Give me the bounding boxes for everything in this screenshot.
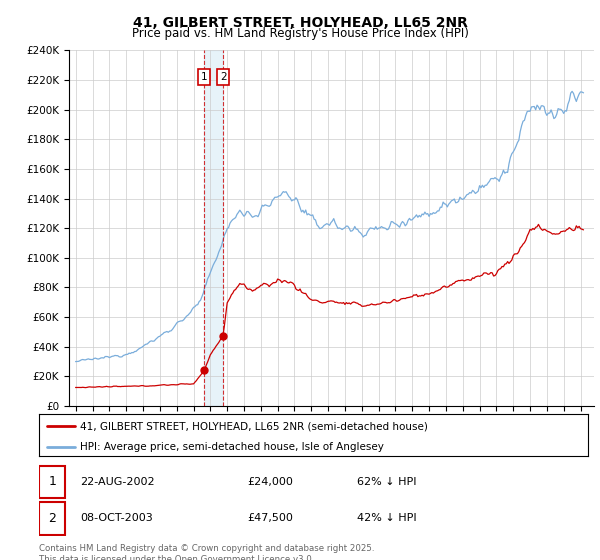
Text: 1: 1: [48, 475, 56, 488]
FancyBboxPatch shape: [39, 502, 65, 535]
Text: HPI: Average price, semi-detached house, Isle of Anglesey: HPI: Average price, semi-detached house,…: [80, 442, 384, 452]
Text: 2: 2: [48, 512, 56, 525]
FancyBboxPatch shape: [39, 465, 65, 498]
Text: 42% ↓ HPI: 42% ↓ HPI: [358, 514, 417, 523]
Text: £47,500: £47,500: [248, 514, 293, 523]
Text: 1: 1: [201, 72, 208, 82]
Text: 2: 2: [220, 72, 227, 82]
Text: 41, GILBERT STREET, HOLYHEAD, LL65 2NR (semi-detached house): 41, GILBERT STREET, HOLYHEAD, LL65 2NR (…: [80, 421, 428, 431]
Text: Contains HM Land Registry data © Crown copyright and database right 2025.
This d: Contains HM Land Registry data © Crown c…: [39, 544, 374, 560]
Text: 22-AUG-2002: 22-AUG-2002: [80, 477, 155, 487]
Text: 62% ↓ HPI: 62% ↓ HPI: [358, 477, 417, 487]
Text: 08-OCT-2003: 08-OCT-2003: [80, 514, 153, 523]
Text: Price paid vs. HM Land Registry's House Price Index (HPI): Price paid vs. HM Land Registry's House …: [131, 27, 469, 40]
Text: £24,000: £24,000: [248, 477, 293, 487]
Bar: [205, 50, 223, 406]
Text: 41, GILBERT STREET, HOLYHEAD, LL65 2NR: 41, GILBERT STREET, HOLYHEAD, LL65 2NR: [133, 16, 467, 30]
